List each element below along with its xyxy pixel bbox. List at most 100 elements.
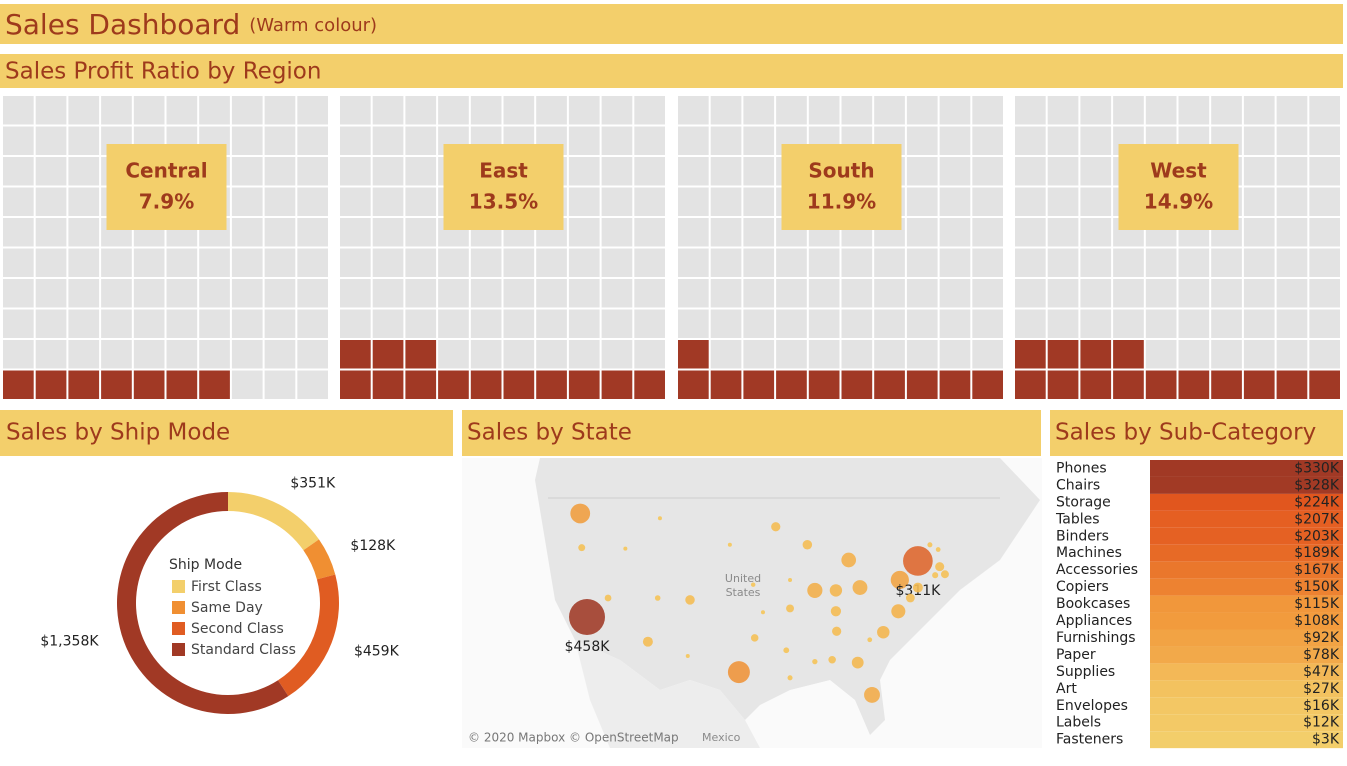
waffle-cell-empty <box>568 218 600 247</box>
waffle-cell-empty <box>35 340 67 369</box>
waffle-cell-empty <box>1276 279 1308 308</box>
waffle-cell-empty <box>199 279 230 308</box>
waffle-cell-empty <box>166 96 198 125</box>
waffle-cell-empty <box>678 187 709 216</box>
waffle-cell-empty <box>264 187 296 216</box>
waffle-cell-empty <box>3 157 34 186</box>
region-value-label: 14.9% <box>1144 190 1213 214</box>
waffle-cell-empty <box>133 279 165 308</box>
waffle-cell <box>939 370 971 399</box>
state-bubble <box>623 546 628 551</box>
waffle-cell-empty <box>1080 187 1112 216</box>
waffle-cell-empty <box>906 218 938 247</box>
waffle-cell-empty <box>68 126 100 155</box>
waffle-cell-empty <box>199 248 230 277</box>
waffle-cell-empty <box>743 187 775 216</box>
waffle-cell-empty <box>601 309 633 338</box>
row-label: Art <box>1056 681 1077 697</box>
waffle-cell-empty <box>68 248 100 277</box>
waffle-cell-empty <box>503 309 535 338</box>
map-background <box>462 458 1042 748</box>
waffle-cell-empty <box>35 248 67 277</box>
waffle-cell-empty <box>601 279 633 308</box>
waffle-cell-empty <box>3 309 34 338</box>
data-label: $328K <box>1294 477 1340 493</box>
waffle-cell-empty <box>372 126 404 155</box>
waffle-cell-empty <box>1047 157 1079 186</box>
waffle-cell <box>405 370 437 399</box>
waffle-cell-empty <box>874 96 905 125</box>
waffle-cell-empty <box>710 340 742 369</box>
waffle-cell <box>1015 370 1046 399</box>
waffle-cell-empty <box>133 96 165 125</box>
waffle-cell-empty <box>634 340 665 369</box>
waffle-cell-empty <box>1047 248 1079 277</box>
waffle-cell-empty <box>470 248 502 277</box>
waffle-cell-empty <box>264 126 296 155</box>
waffle-cell-empty <box>372 279 404 308</box>
waffle-cell-empty <box>231 340 263 369</box>
waffle-cell <box>972 370 1003 399</box>
waffle-cell-empty <box>231 218 263 247</box>
waffle-cell-empty <box>678 126 709 155</box>
waffle-cell-empty <box>972 126 1003 155</box>
header-bar <box>0 54 1343 88</box>
waffle-cell-empty <box>231 248 263 277</box>
waffle-cell-empty <box>133 340 165 369</box>
state-bubble <box>927 542 933 548</box>
state-bubble <box>657 516 662 521</box>
chart-title: Sales by Ship Mode <box>6 420 230 446</box>
state-bubble <box>852 580 868 595</box>
waffle-cell-empty <box>1309 309 1340 338</box>
waffle-cell-empty <box>743 96 775 125</box>
waffle-cell-empty <box>438 309 469 338</box>
waffle-cell-empty <box>601 340 633 369</box>
state-bubble <box>841 552 857 568</box>
region-value-label: 11.9% <box>807 190 876 214</box>
state-bubble <box>912 582 923 593</box>
waffle-cell <box>634 370 665 399</box>
waffle-cell <box>503 370 535 399</box>
waffle-cell-empty <box>264 96 296 125</box>
waffle-cell <box>68 370 100 399</box>
waffle-cell-empty <box>1047 218 1079 247</box>
state-bubble <box>787 675 793 681</box>
waffle-cell-empty <box>972 340 1003 369</box>
waffle-cell-empty <box>297 126 328 155</box>
waffle-cell-empty <box>841 279 873 308</box>
waffle-cell-empty <box>601 218 633 247</box>
waffle-cell-empty <box>1309 157 1340 186</box>
waffle-cell-empty <box>601 126 633 155</box>
state-bubble <box>832 626 842 636</box>
state-bubble <box>932 572 939 579</box>
table-cell <box>1150 697 1343 715</box>
waffle-cell-empty <box>297 279 328 308</box>
state-bubble <box>727 542 732 547</box>
waffle-cell-empty <box>808 340 840 369</box>
waffle-cell-empty <box>1080 157 1112 186</box>
waffle-cell-empty <box>1276 340 1308 369</box>
state-bubble <box>829 584 843 597</box>
waffle-cell-empty <box>634 279 665 308</box>
table-cell <box>1150 629 1343 647</box>
waffle-cell-empty <box>1113 248 1144 277</box>
waffle-cell-empty <box>634 157 665 186</box>
waffle-cell-empty <box>133 248 165 277</box>
state-bubble <box>905 593 915 603</box>
waffle-cell-empty <box>906 96 938 125</box>
waffle-cell-empty <box>405 126 437 155</box>
data-label: $1,358K <box>40 633 99 649</box>
waffle-cell <box>776 370 807 399</box>
data-label: $189K <box>1294 545 1340 561</box>
waffle-cell <box>340 340 371 369</box>
data-label: $92K <box>1303 630 1340 646</box>
waffle-cell <box>1178 370 1210 399</box>
waffle-cell-empty <box>1276 248 1308 277</box>
waffle-cell-empty <box>1309 96 1340 125</box>
waffle-cell-empty <box>568 96 600 125</box>
table-cell <box>1150 646 1343 664</box>
waffle-cell <box>166 370 198 399</box>
waffle-cell-empty <box>3 279 34 308</box>
waffle-cell-empty <box>601 248 633 277</box>
waffle-cell-empty <box>1211 309 1242 338</box>
